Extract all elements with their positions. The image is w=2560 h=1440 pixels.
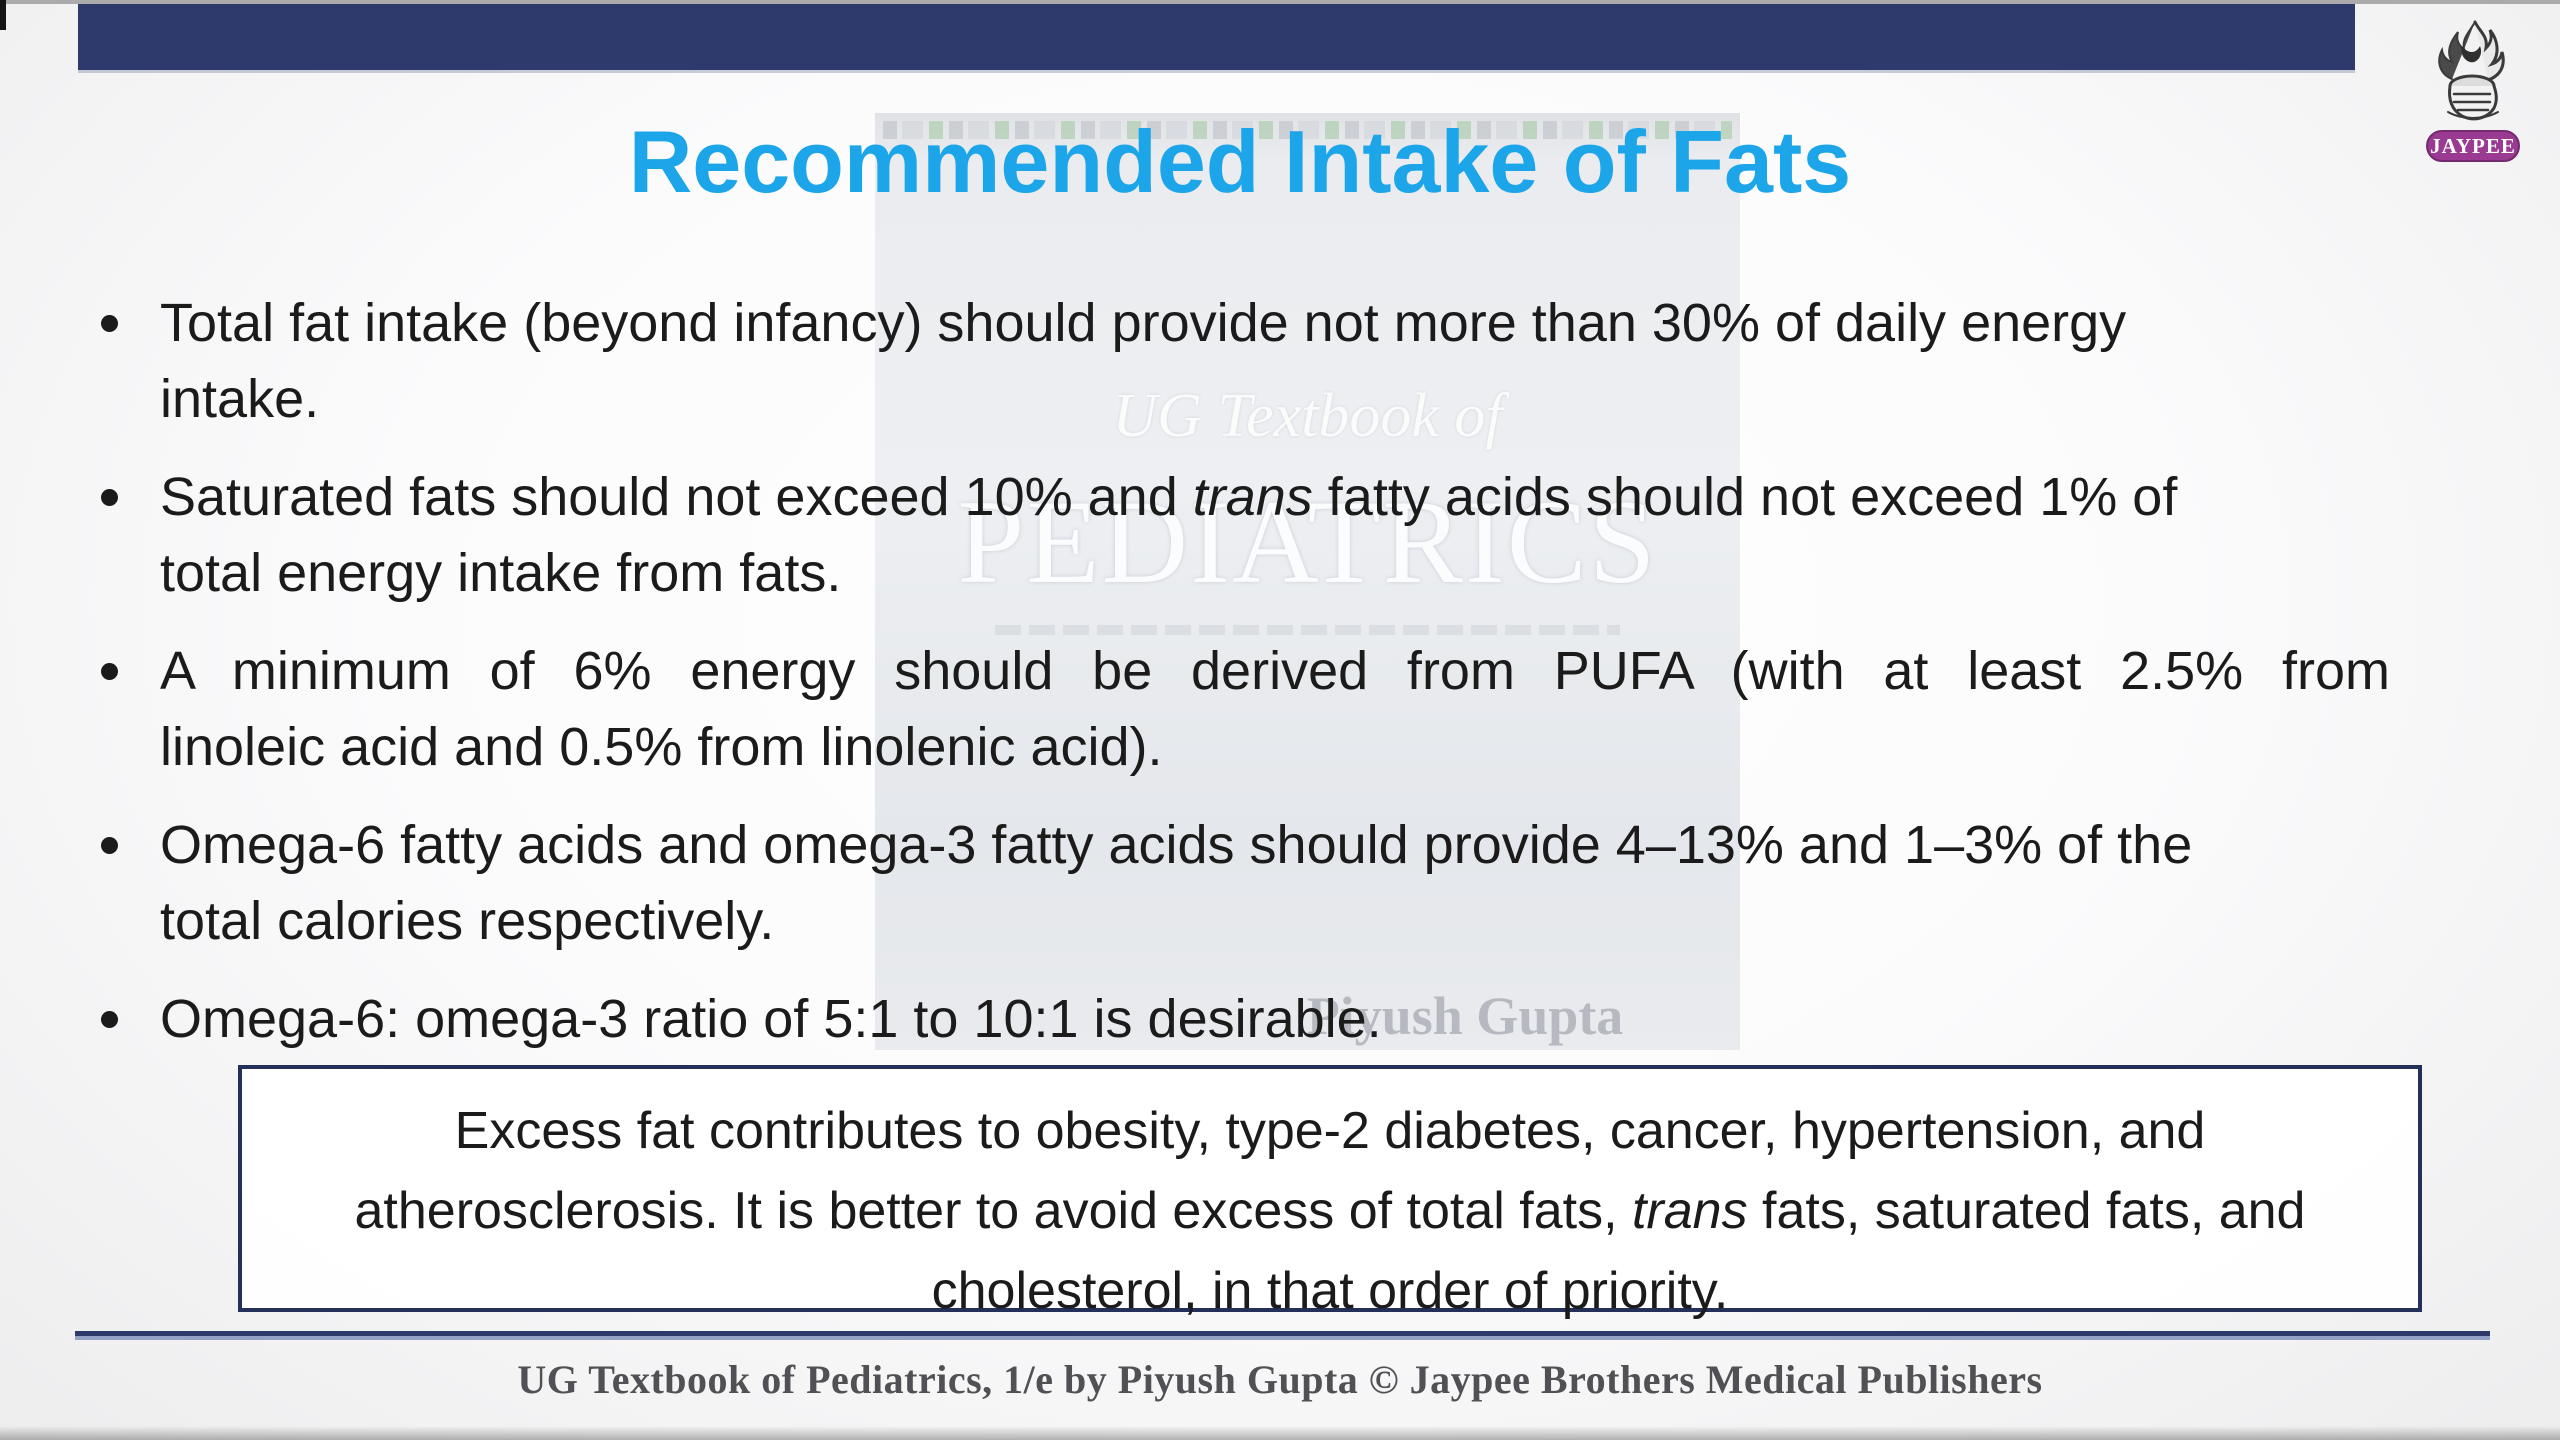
bullet-item-omega-percent: Omega-6 fatty acids and omega-3 fatty ac…	[95, 807, 2390, 959]
bullet-dot	[101, 489, 118, 506]
note-text: atherosclerosis. It is better to avoid e…	[354, 1182, 1632, 1240]
footer-divider-line	[75, 1331, 2490, 1340]
left-edge-notch	[0, 0, 6, 30]
jaypee-logo: JAYPEE	[2413, 16, 2533, 184]
jaypee-torch-icon	[2413, 16, 2533, 136]
bullet-dot	[101, 1011, 118, 1028]
bullet-item-total-fat: Total fat intake (beyond infancy) should…	[95, 285, 2390, 437]
bullet-line: total calories respectively.	[160, 891, 775, 951]
bullet-text: fatty acids should not exceed 1% of	[1312, 467, 2178, 527]
watermark-book-title: PEDIATRICS	[957, 475, 1658, 608]
slide-title: Recommended Intake of Fats	[628, 112, 1852, 211]
bullet-dot	[101, 315, 118, 332]
bullet-line: Omega-6 fatty acids and omega-3 fatty ac…	[160, 815, 2193, 875]
watermark-author: Piyush Gupta	[1306, 986, 1624, 1046]
watermark-series-title: UG Textbook of	[1112, 382, 1503, 450]
bullet-item-saturated-trans: Saturated fats should not exceed 10% and…	[95, 459, 2390, 611]
note-line: cholesterol, in that order of priority.	[931, 1262, 1729, 1320]
bullet-line: intake.	[160, 369, 320, 429]
footer-credit: UG Textbook of Pediatrics, 1/e by Piyush…	[517, 1357, 2043, 1402]
bullet-item-pufa: A minimum of 6% energy should be derived…	[95, 633, 2390, 785]
bullet-line: total energy intake from fats.	[160, 543, 842, 603]
note-text-italic: trans	[1631, 1182, 1748, 1240]
bullet-text-italic: trans	[1192, 467, 1313, 527]
bullet-text: Saturated fats should not exceed 10% and	[160, 467, 1193, 527]
bullet-line: linoleic acid and 0.5% from linolenic ac…	[160, 717, 1163, 777]
bullet-line: Total fat intake (beyond infancy) should…	[160, 293, 2127, 353]
note-line: Excess fat contributes to obesity, type-…	[454, 1102, 2206, 1160]
bullet-dot	[101, 663, 118, 680]
bullet-line: Saturated fats should not exceed 10% and…	[160, 459, 2390, 535]
bottom-shade	[0, 1426, 2560, 1440]
excess-fat-note-box: Excess fat contributes to obesity, type-…	[238, 1065, 2422, 1320]
bullet-item-omega-ratio: Omega-6: omega-3 ratio of 5:1 to 10:1 is…	[95, 981, 2390, 1057]
top-edge-line	[0, 0, 2560, 4]
bullet-line: A minimum of 6% energy should be derived…	[160, 641, 2390, 701]
jaypee-logo-label: JAYPEE	[2426, 130, 2520, 162]
bullet-line: Omega-6: omega-3 ratio of 5:1 to 10:1 is…	[160, 989, 1382, 1049]
book-cover-watermark: UG Textbook of PEDIATRICS Piyush Gupta	[875, 113, 1740, 1050]
note-line: atherosclerosis. It is better to avoid e…	[242, 1171, 2418, 1251]
header-bar	[78, 4, 2355, 70]
bullet-dot	[101, 837, 118, 854]
watermark-subtitle-strip	[995, 625, 1620, 635]
watermark-fineprint-strip	[883, 121, 1732, 139]
bullet-list: Total fat intake (beyond infancy) should…	[95, 285, 2390, 1079]
note-text: fats, saturated fats, and	[1747, 1182, 2306, 1240]
